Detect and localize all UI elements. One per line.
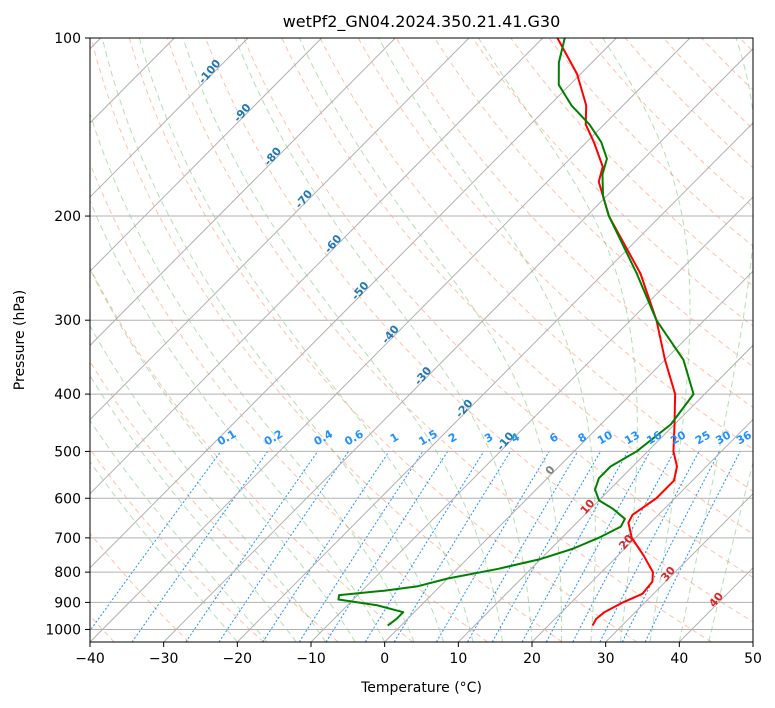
y-tick-label: 1000 [45, 622, 81, 638]
moist-adiabat-line [90, 267, 356, 642]
mixing-ratio-line [325, 451, 449, 642]
y-axis-ticks: 100 200 300 400 500 600 700 800 900 1000 [45, 31, 90, 638]
dry-adiabat-line [128, 38, 638, 642]
mixing-ratio-line [644, 451, 741, 642]
moist-adiabat-line [234, 38, 533, 642]
dry-adiabat-line [166, 38, 712, 642]
mixing-ratio-label: 36 [734, 428, 754, 447]
temperature-profile-line [556, 38, 678, 627]
dry-adiabat-line [510, 38, 753, 287]
isotherm-line [90, 38, 323, 272]
y-tick-label: 800 [54, 565, 81, 581]
dry-adiabat-line [90, 532, 190, 642]
x-tick-label: 30 [597, 651, 615, 667]
dry-adiabat-line [90, 360, 339, 642]
dewpoint-profile-line [337, 38, 695, 627]
y-tick-label: 900 [54, 595, 81, 611]
x-tick-label: −40 [75, 651, 105, 667]
moist-adiabat-line [378, 38, 596, 642]
mixing-ratio-line [218, 451, 349, 642]
mixing-ratio-line [90, 451, 222, 632]
x-tick-label: 0 [380, 651, 389, 667]
mixing-ratio-line [599, 451, 700, 642]
dry-adiabats [90, 38, 753, 642]
dry-adiabat-line [357, 38, 753, 450]
mixing-ratio-line [393, 451, 511, 642]
y-tick-label: 200 [54, 209, 81, 225]
x-axis-label: Temperature (°C) [360, 680, 482, 696]
isotherm-line [90, 38, 470, 421]
moist-adiabat-line [90, 324, 327, 642]
isotherm-line [163, 48, 753, 642]
moist-adiabat-line [477, 38, 638, 642]
x-tick-label: −20 [223, 651, 253, 667]
moist-adiabat-line [602, 38, 691, 642]
moist-adiabat-line [678, 38, 753, 642]
mixing-ratio-line [185, 451, 319, 642]
moist-adiabat-line [298, 38, 563, 642]
x-tick-label: 10 [449, 651, 467, 667]
moist-adiabat-line [101, 38, 445, 642]
isotherm-line [90, 38, 396, 347]
dry-adiabat-line [205, 38, 753, 623]
plot-frame [89, 37, 754, 643]
moist-adiabat-line [90, 419, 268, 642]
dry-adiabat-line [395, 38, 753, 409]
moist-adiabat-line [182, 38, 504, 642]
moist-adiabat-line [90, 460, 238, 642]
moist-adiabat-line [90, 374, 297, 642]
y-tick-label: 700 [54, 531, 81, 547]
x-tick-label: 40 [670, 651, 688, 667]
mixing-ratio-line [545, 451, 651, 642]
isotherm-line [310, 196, 753, 642]
moist-adiabat-line [90, 199, 386, 642]
isotherm-line [90, 38, 249, 198]
isotherm-line [90, 38, 544, 495]
mixing-ratio-line [298, 451, 424, 642]
y-tick-label: 500 [54, 444, 81, 460]
mixing-ratio-line [262, 451, 390, 642]
dry-adiabat-line [90, 38, 563, 642]
isotherm-line [384, 270, 753, 642]
isotherm-line [90, 38, 617, 569]
y-axis-label: Pressure (hPa) [12, 290, 28, 390]
chart-title: wetPf2_GN04.2024.350.21.41.G30 [283, 12, 561, 32]
isotherm-line [457, 344, 753, 642]
x-tick-label: −30 [149, 651, 179, 667]
mixing-ratio-line [521, 451, 629, 642]
x-tick-label: 50 [744, 651, 762, 667]
y-tick-label: 300 [54, 313, 81, 329]
dry-adiabat-line [90, 161, 488, 642]
plot-area: 0.1 0.2 0.4 0.6 1 1.5 2 3 4 6 8 10 13 16 20 25 30 36-100-… [90, 38, 754, 642]
pressure-grid [90, 38, 753, 630]
mixing-ratio-line [467, 451, 579, 642]
isotherm-line [236, 122, 753, 642]
x-tick-label: −10 [296, 651, 326, 667]
moist-adiabat-line [138, 38, 474, 642]
sounding-profiles [337, 38, 695, 627]
x-tick-label: 20 [523, 651, 541, 667]
y-tick-label: 600 [54, 491, 81, 507]
y-tick-label: 100 [54, 31, 81, 47]
y-tick-label: 400 [54, 387, 81, 403]
mixing-ratio-line [364, 451, 485, 642]
isotherm-line [90, 38, 691, 642]
x-axis-ticks: −40 −30 −20 −10 0 10 20 30 40 50 [75, 642, 762, 667]
isotherm-line [531, 418, 753, 642]
isotherm-line [605, 492, 753, 642]
dry-adiabat-line [472, 38, 753, 327]
mixing-ratio-line [621, 451, 720, 642]
moist-adiabat-line [708, 460, 753, 642]
isotherm-grid [90, 38, 753, 642]
